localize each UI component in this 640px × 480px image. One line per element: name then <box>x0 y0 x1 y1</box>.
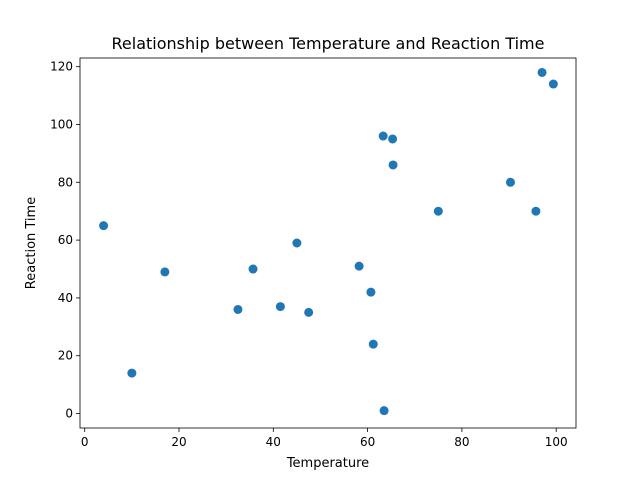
data-point-15 <box>433 206 443 216</box>
data-point-18 <box>537 67 547 77</box>
y-axis-label: Reaction Time <box>24 197 39 289</box>
data-point-5 <box>275 302 285 312</box>
x-tick-label: 80 <box>454 435 469 449</box>
y-tick-label: 60 <box>58 233 73 247</box>
x-axis: 0 20 40 60 80 100 <box>81 428 568 449</box>
data-point-16 <box>505 177 515 187</box>
data-point-2 <box>160 267 170 277</box>
data-point-13 <box>388 134 398 144</box>
data-point-3 <box>233 304 243 314</box>
y-tick-label: 20 <box>58 349 73 363</box>
data-point-14 <box>388 160 398 170</box>
y-tick-label: 80 <box>58 175 73 189</box>
data-point-1 <box>127 368 137 378</box>
x-tick-label: 0 <box>81 435 89 449</box>
data-point-9 <box>366 287 376 297</box>
data-point-12 <box>379 406 389 416</box>
x-tick-label: 100 <box>545 435 568 449</box>
y-tick-label: 40 <box>58 291 73 305</box>
data-point-10 <box>368 339 378 349</box>
y-axis: 0 20 40 60 80 100 120 <box>50 60 80 421</box>
x-tick-label: 40 <box>266 435 281 449</box>
data-point-8 <box>354 261 364 271</box>
x-tick-label: 60 <box>360 435 375 449</box>
data-point-0 <box>99 221 109 231</box>
data-point-4 <box>248 264 258 274</box>
y-tick-label: 120 <box>50 60 73 74</box>
x-axis-label: Temperature <box>286 456 369 471</box>
y-tick-label: 0 <box>65 407 73 421</box>
y-tick-label: 100 <box>50 117 73 131</box>
data-point-19 <box>548 79 558 89</box>
data-point-17 <box>531 206 541 216</box>
plot-frame <box>79 57 577 429</box>
data-point-11 <box>378 131 388 141</box>
data-point-7 <box>304 307 314 317</box>
chart-title: Relationship between Temperature and Rea… <box>112 34 545 53</box>
plot-area <box>99 67 558 416</box>
data-point-6 <box>292 238 302 248</box>
x-tick-label: 20 <box>171 435 186 449</box>
